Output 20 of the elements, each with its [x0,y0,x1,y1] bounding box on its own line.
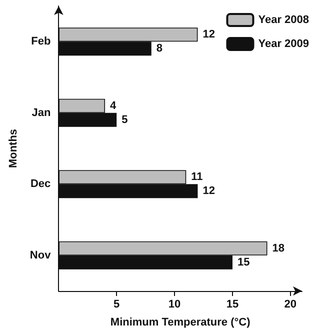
x-tick-label: 5 [114,298,120,310]
data-label: 12 [202,28,215,41]
x-tick-label: 15 [226,298,239,310]
y-tick-label: Jan [32,106,51,119]
data-label: 4 [110,100,118,112]
y-tick-label: Dec [30,178,51,190]
y-axis-title: Months [8,128,20,168]
x-axis-title: Minimum Temperature (°C) [110,316,251,328]
x-tick-label: 10 [168,298,181,310]
y-tick-label: Nov [30,249,52,262]
y-tick-label: Feb [31,36,51,48]
data-label: 8 [156,42,162,55]
data-label: 5 [122,114,128,126]
data-label: 18 [272,242,284,254]
data-label: 11 [191,171,203,184]
data-label: 12 [202,185,215,198]
x-tick-label: 20 [284,298,297,310]
legend-label: Year 2008 [258,14,310,26]
data-label: 15 [237,256,250,268]
legend-label: Year 2009 [258,38,310,50]
